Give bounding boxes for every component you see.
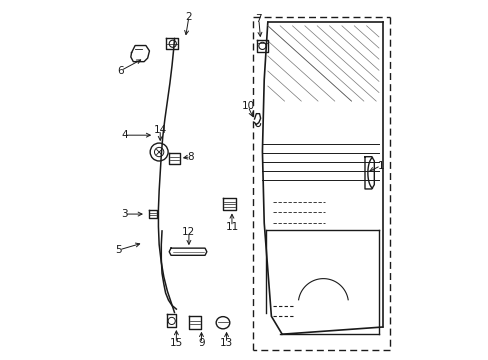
Text: 1: 1 <box>377 161 383 171</box>
Text: 11: 11 <box>225 222 238 231</box>
Text: 13: 13 <box>220 338 233 348</box>
Text: 14: 14 <box>153 125 166 135</box>
Text: 3: 3 <box>121 209 127 219</box>
Text: 5: 5 <box>116 245 122 255</box>
Text: 10: 10 <box>241 102 254 112</box>
Text: 6: 6 <box>117 66 124 76</box>
Ellipse shape <box>216 317 229 329</box>
Text: 8: 8 <box>187 152 194 162</box>
Text: 2: 2 <box>185 12 192 22</box>
Text: 7: 7 <box>255 14 262 24</box>
Text: 4: 4 <box>121 130 127 140</box>
Text: 15: 15 <box>169 338 183 348</box>
Text: 9: 9 <box>198 338 204 348</box>
Text: 12: 12 <box>182 227 195 237</box>
